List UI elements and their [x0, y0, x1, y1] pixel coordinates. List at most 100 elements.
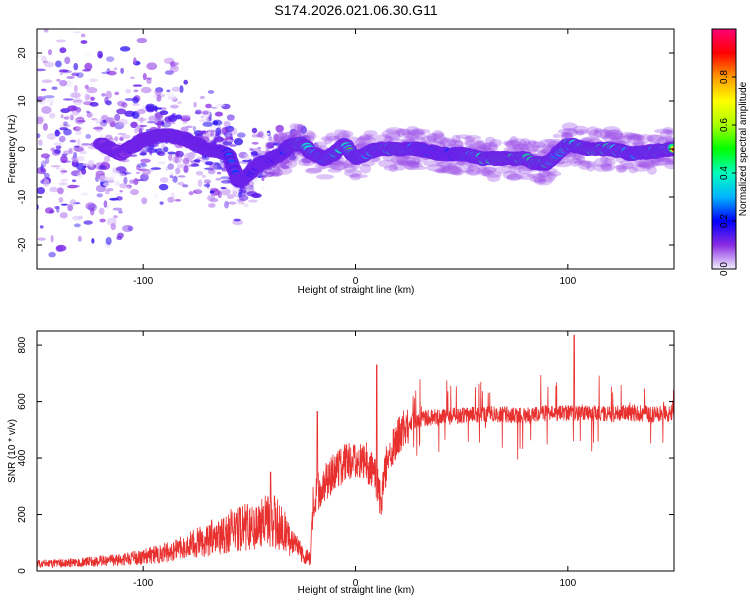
spectrogram-halo: [432, 136, 450, 144]
spectrogram-noise-blob: [84, 84, 89, 90]
spectrogram-noise-blob: [212, 163, 222, 170]
spectrogram-noise-blob: [265, 132, 270, 135]
spectrogram-halo: [465, 135, 481, 140]
snr-series-line: [37, 334, 674, 569]
spectrogram-halo: [665, 129, 674, 136]
colorbar: 0.0 0.2 0.4 0.6 0.8 Normalized spectral ampl…: [711, 28, 749, 276]
spectrogram-noise-blob: [76, 155, 85, 162]
spectrogram-noise-blob: [38, 139, 43, 146]
spectrogram-halo: [334, 129, 348, 134]
spectrogram-halo: [494, 165, 512, 174]
spectrogram-halo: [467, 163, 478, 171]
spectrogram-noise-blob: [224, 200, 229, 209]
spectrogram-halo: [547, 171, 562, 177]
spectrogram-noise-blob: [188, 191, 194, 196]
spectrogram-noise-blob: [169, 175, 174, 179]
spectrogram-noise-blob: [60, 155, 68, 164]
spectrogram-noise-blob: [114, 180, 121, 187]
spectrogram-noise-blob: [119, 190, 123, 193]
spectrogram-noise-blob: [95, 184, 107, 193]
spectrogram-noise-blob: [183, 79, 188, 85]
spectrogram-halo: [517, 143, 530, 150]
spectrogram-noise-blob: [161, 122, 172, 128]
spectrogram-noise-blob: [80, 192, 90, 196]
spectrogram-noise-blob: [106, 188, 114, 192]
spectrogram-noise-blob: [279, 134, 286, 141]
spectrogram-halo: [512, 144, 527, 149]
spectrogram-noise-blob: [114, 193, 124, 196]
spectrogram-noise-blob: [193, 159, 201, 163]
spectrogram-noise-blob: [204, 161, 214, 166]
spectrogram-noise-blob: [77, 215, 84, 220]
spectrogram-halo: [576, 155, 586, 164]
spectrogram-noise-blob: [133, 178, 139, 186]
spectrogram-noise-blob: [106, 56, 115, 63]
snr-x-ticks: -100 0 100: [133, 331, 577, 589]
spectrogram-y-ticks: -20 -10 0 10 20: [17, 47, 674, 252]
spectrogram-noise-blob: [97, 50, 103, 59]
spectrogram-noise-blob: [142, 72, 147, 81]
spectrogram-noise-blob: [261, 175, 268, 178]
spectrogram-noise-blob: [262, 174, 267, 178]
spectrogram-noise-blob: [233, 218, 241, 222]
spectrogram-noise-blob: [126, 184, 132, 189]
spectrogram-halo: [482, 142, 492, 152]
spectrogram-noise-blob: [95, 173, 101, 180]
spectrogram-halo: [359, 134, 371, 142]
spectrogram-halo: [410, 157, 420, 166]
spectrogram-noise-blob: [209, 163, 215, 172]
spectrogram-halo: [526, 145, 546, 153]
spectrogram-halo: [454, 140, 464, 149]
spectrogram-noise-blob: [116, 108, 127, 115]
spectrogram-halo: [426, 164, 447, 172]
spectrogram-noise-blob: [103, 182, 110, 187]
spectrogram-noise-blob: [83, 220, 93, 225]
spectrogram-noise-blob: [39, 225, 44, 229]
spectrogram-noise-blob: [73, 84, 78, 93]
spectrogram-noise-blob: [59, 47, 67, 54]
spectrogram-noise-blob: [98, 207, 105, 215]
spectrogram-noise-blob: [210, 106, 218, 109]
spectrogram-halo: [603, 158, 616, 167]
spectrogram-halo: [482, 171, 502, 178]
spectrogram-noise-blob: [159, 201, 164, 205]
spectrogram-noise-blob: [183, 165, 189, 174]
spectrogram-halo: [635, 157, 654, 168]
spectrogram-noise-blob: [150, 167, 162, 170]
spectrogram-halo: [538, 169, 551, 178]
figure-title: S174.2026.021.06.30.G11: [274, 2, 437, 18]
y-tick-label: -20: [17, 237, 28, 252]
spectrogram-noise-blob: [146, 77, 153, 80]
spectrogram-halo: [580, 160, 597, 168]
spectrogram-halo: [512, 143, 529, 151]
spectrogram-halo: [473, 141, 487, 150]
colorbar-tick-label: 0.4: [719, 166, 730, 180]
spectrogram-noise-blob: [56, 206, 60, 213]
y-tick-label: 600: [17, 393, 28, 410]
spectrogram-halo: [533, 176, 553, 186]
spectrogram-noise-blob: [215, 177, 222, 181]
spectrogram-halo: [426, 132, 438, 142]
spectrogram-halo: [594, 127, 603, 134]
spectrogram-halo: [436, 161, 453, 168]
spectrogram-noise-blob: [232, 189, 238, 193]
spectrogram-halo: [659, 129, 673, 140]
spectrogram-halo: [464, 169, 479, 175]
spectrogram-halo: [593, 163, 613, 172]
spectrogram-noise-blob: [145, 103, 156, 112]
spectrogram-halo: [395, 128, 412, 136]
spectrogram-halo: [636, 134, 654, 143]
spectrogram-halo: [384, 132, 401, 141]
spectrogram-noise-blob: [68, 114, 73, 119]
spectrogram-halo: [630, 134, 644, 141]
spectrogram-halo: [431, 130, 444, 140]
spectrogram-noise-blob: [80, 33, 86, 38]
spectrogram-halo: [476, 166, 497, 174]
spectrogram-halo: [527, 139, 537, 146]
spectrogram-halo: [619, 160, 633, 165]
spectrogram-noise-blob: [65, 80, 73, 87]
spectrogram-halo: [560, 132, 569, 138]
spectrogram-halo: [476, 169, 495, 176]
spectrogram-noise-blob: [243, 203, 249, 208]
